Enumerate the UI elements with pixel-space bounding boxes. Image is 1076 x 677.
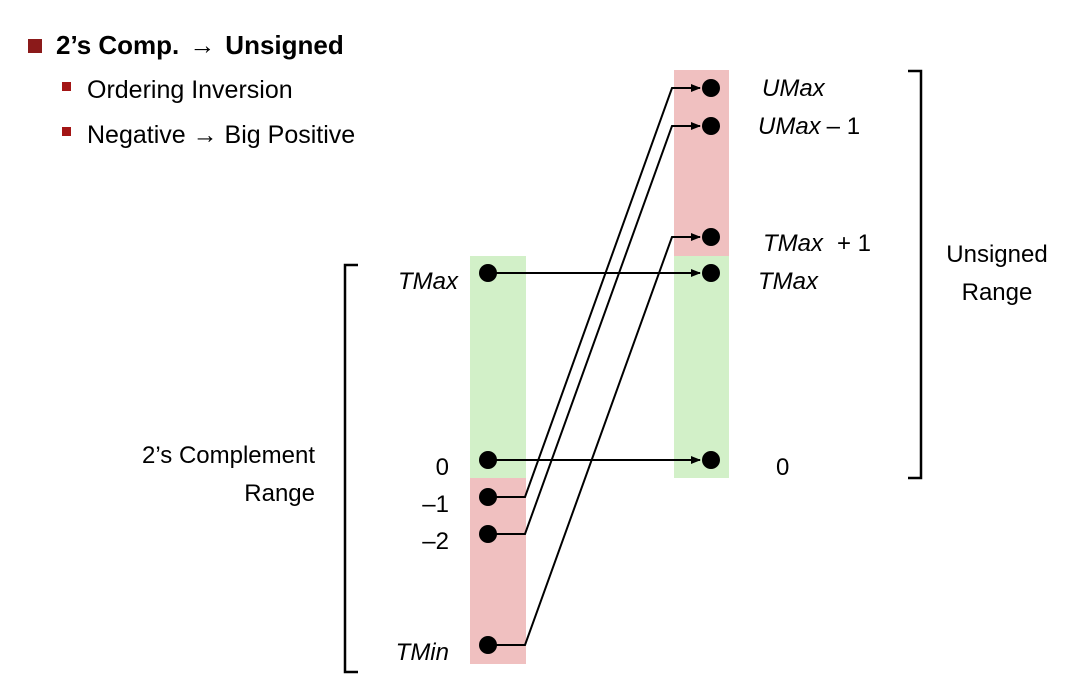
left-positive-band (470, 256, 526, 478)
point-right-tmax (702, 264, 720, 282)
map-minus2-line (488, 122, 701, 535)
right-positive-band (674, 256, 729, 478)
point-left-tmax (479, 264, 497, 282)
right-range-label-line1: Unsigned (946, 241, 1047, 268)
sub-bullet-ordering: Ordering Inversion (62, 76, 293, 105)
right-negative-band (674, 70, 729, 256)
label-left-minus2: –2 (422, 528, 449, 555)
point-left-minus1 (479, 488, 497, 506)
point-right-zero (702, 451, 720, 469)
point-left-minus2 (479, 525, 497, 543)
label-left-tmin: TMin (396, 639, 449, 666)
left-range-bracket (343, 263, 358, 674)
sub-bullet-negative: Negative → Big Positive (62, 121, 355, 150)
point-right-umax (702, 79, 720, 97)
right-range-label-line2: Range (962, 279, 1033, 306)
label-minus1-suffix: – 1 (827, 113, 860, 140)
sub-bullet-text: Ordering Inversion (87, 76, 293, 104)
label-tmax-var: TMax (763, 230, 824, 257)
title-right: Unsigned (225, 30, 344, 60)
label-right-tmax-plus1: TMax + 1 (763, 230, 871, 257)
point-left-zero (479, 451, 497, 469)
map-minus1-line (488, 84, 701, 498)
title-left: 2’s Comp. (56, 30, 180, 60)
arrow-right-icon: → (189, 30, 216, 60)
label-left-zero: 0 (436, 454, 449, 481)
label-right-tmax: TMax (758, 268, 819, 295)
point-left-tmin (479, 636, 497, 654)
label-right-umax-minus1: UMax – 1 (758, 113, 860, 140)
left-range-label-line1: 2’s Complement (142, 442, 315, 469)
square-bullet-icon (28, 38, 42, 53)
label-umax-var: UMax (758, 113, 822, 140)
label-right-umax: UMax (762, 75, 826, 102)
map-tmin-line (488, 233, 701, 646)
square-bullet-icon (62, 127, 71, 136)
left-range-label-line2: Range (244, 480, 315, 507)
point-right-umax-minus1 (702, 117, 720, 135)
label-left-minus1: –1 (422, 491, 449, 518)
label-plus1-suffix: + 1 (837, 230, 871, 257)
point-right-tmax-plus1 (702, 228, 720, 246)
label-left-tmax: TMax (398, 268, 459, 295)
right-range-bracket (908, 69, 923, 480)
main-bullet: 2’s Comp. → Unsigned (28, 30, 344, 61)
label-right-zero: 0 (776, 454, 789, 481)
sub-bullet-text: Negative → Big Positive (87, 121, 356, 149)
square-bullet-icon (62, 82, 71, 91)
left-negative-band (470, 478, 526, 664)
